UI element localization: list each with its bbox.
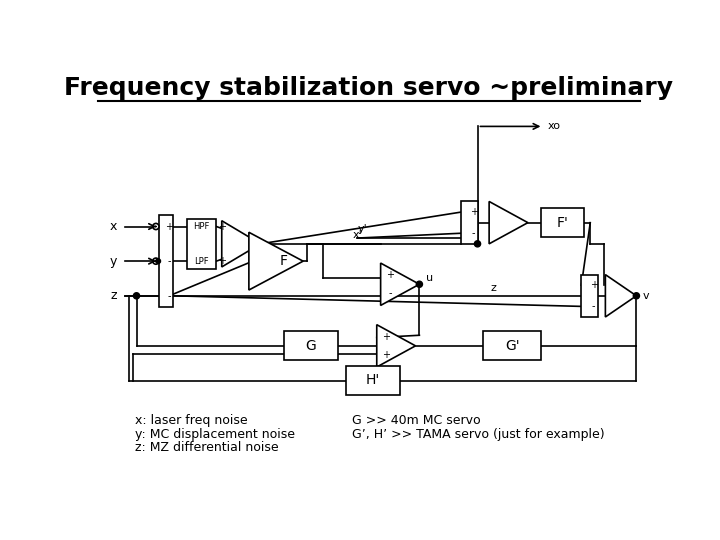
Bar [483,331,541,361]
Text: G: G [305,339,316,353]
Text: G >> 40m MC servo: G >> 40m MC servo [352,414,481,427]
Text: x: laser freq noise: x: laser freq noise [135,414,247,427]
Text: z: z [111,289,117,302]
Text: -: - [472,228,475,238]
Text: +: + [382,350,390,360]
Circle shape [474,241,481,247]
Polygon shape [249,232,303,290]
Bar [346,366,400,395]
Text: +: + [590,280,598,290]
Bar [581,275,598,317]
Text: u: u [426,273,433,283]
Text: v: v [642,291,649,301]
Circle shape [416,281,423,287]
Text: y': y' [357,224,367,234]
Text: +: + [219,256,227,266]
Polygon shape [606,275,636,317]
Circle shape [156,259,161,264]
Bar [187,219,216,269]
Text: H': H' [366,374,380,388]
Text: F': F' [557,215,569,230]
Bar [284,331,338,361]
Text: +: + [165,221,173,232]
Text: x': x' [353,230,362,240]
Bar [159,215,173,307]
Text: Frequency stabilization servo ~preliminary: Frequency stabilization servo ~prelimina… [65,76,673,100]
Text: y: MC displacement noise: y: MC displacement noise [135,428,294,441]
Bar [541,208,584,237]
Text: G’, H’ >> TAMA servo (just for example): G’, H’ >> TAMA servo (just for example) [352,428,605,441]
Text: HPF: HPF [194,222,210,231]
Circle shape [133,293,140,299]
Text: y: y [109,255,117,268]
Text: G': G' [505,339,520,353]
Text: -: - [167,256,171,266]
Polygon shape [489,201,528,244]
Text: +: + [469,207,477,217]
Text: x: x [109,220,117,233]
Text: +: + [382,332,390,342]
Text: z: MZ differential noise: z: MZ differential noise [135,441,278,454]
Text: z: z [490,283,496,293]
Text: F: F [280,254,288,268]
Bar [462,201,478,244]
Text: -: - [167,291,171,301]
Text: -: - [592,301,595,312]
Circle shape [153,258,159,264]
Polygon shape [377,325,415,367]
Text: +: + [219,221,227,232]
Text: LPF: LPF [194,256,209,266]
Polygon shape [381,263,419,306]
Polygon shape [222,221,261,267]
Text: xo: xo [547,122,560,131]
Text: +: + [387,270,395,280]
Circle shape [634,293,639,299]
Circle shape [153,224,159,230]
Text: -: - [389,288,392,298]
